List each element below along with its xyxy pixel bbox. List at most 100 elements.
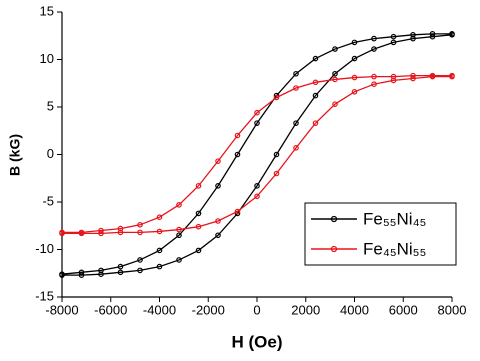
series-line [62,75,453,234]
data-point [254,120,260,126]
data-point [273,94,280,101]
y-axis-title: B (kG) [7,134,23,176]
data-point [351,74,358,81]
data-point [78,269,85,276]
x-tick-label: 8000 [438,302,467,317]
data-point [332,76,338,83]
x-tick-label: 6000 [389,302,418,317]
y-tick-label: -10 [35,241,54,256]
legend-marker [330,245,338,253]
data-point [254,109,260,116]
data-point [293,120,299,126]
data-point [449,31,455,37]
data-point [215,218,221,224]
data-point [234,151,241,158]
data-point [312,55,319,62]
data-point [234,132,241,139]
data-point [98,230,104,237]
y-tick-label: 10 [40,51,54,66]
data-point [137,257,143,263]
data-point [117,225,124,232]
data-point [410,35,416,42]
legend-box [304,202,457,266]
data-point [59,229,65,236]
data-point [273,151,280,158]
data-point [78,229,85,236]
data-point [98,267,104,274]
x-tick-label: -2000 [192,302,225,317]
data-point [176,257,182,263]
data-point [332,46,338,52]
data-point [312,120,319,126]
data-point [117,269,124,276]
data-point [429,33,436,40]
data-point [59,271,65,278]
data-point [293,145,299,151]
data-point [390,39,397,46]
y-tick-label: 0 [47,146,54,161]
data-point [429,72,436,79]
data-point [176,232,182,239]
data-point [351,89,358,95]
data-point [137,267,143,274]
data-point [390,33,397,40]
x-tick-label: 0 [253,302,260,317]
y-tick-label: 5 [47,98,54,113]
x-axis-title: H (Oe) [232,332,283,351]
data-point [156,263,163,270]
data-point [254,193,260,200]
data-point [195,247,202,254]
data-point [429,31,436,37]
data-point [332,70,338,77]
data-point [117,263,124,270]
data-point [410,72,416,79]
data-point [293,85,299,91]
x-tick-label: -8000 [45,302,78,317]
legend-text: Fe₄₅Ni₅₅ [363,239,426,258]
data-point [273,170,280,177]
data-point [371,46,377,52]
legend-text: Fe₅₅Ni₄₅ [363,209,426,228]
data-point [137,222,143,228]
data-point [371,81,377,88]
data-point [215,158,221,164]
y-tick-label: -15 [35,288,54,303]
data-point [449,72,455,79]
legend-marker [330,215,338,223]
data-point [371,73,377,80]
data-point [410,75,416,82]
data-point [293,70,299,77]
x-tick-label: 4000 [340,302,369,317]
data-point [234,208,241,215]
data-point [98,227,104,234]
x-tick-label: -6000 [94,302,127,317]
data-point [371,35,377,42]
data-point [195,210,202,217]
data-point [176,226,182,233]
data-point [156,247,163,254]
data-point [156,228,163,235]
data-point [195,183,202,189]
data-point [215,232,221,239]
data-point [312,79,319,86]
data-point [254,183,260,189]
x-tick-label: 2000 [291,302,320,317]
data-point [410,31,416,38]
data-point [137,229,143,236]
data-point [156,214,163,221]
y-tick-label: -5 [42,193,54,208]
series-line [61,33,453,276]
data-point [351,55,358,62]
data-point [215,183,221,189]
data-point [312,92,319,99]
data-point [117,229,124,236]
data-point [351,39,358,46]
data-point [195,223,202,230]
data-point [390,73,397,80]
x-tick-label: -4000 [143,302,176,317]
y-tick-label: 15 [40,3,54,18]
data-point [176,202,182,208]
data-point [332,101,338,107]
